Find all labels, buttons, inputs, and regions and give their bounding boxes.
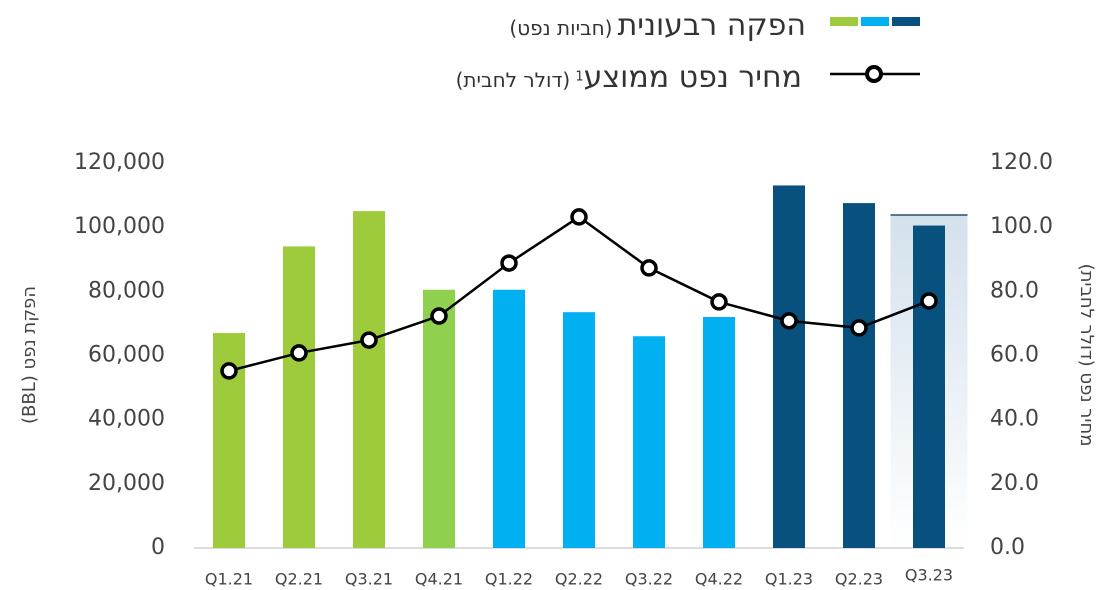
- point: [920, 292, 938, 310]
- legend-unit: (חביות נפט): [509, 16, 613, 40]
- y-tick-label: 120,000: [74, 150, 165, 175]
- x-tick-label: Q4.21: [415, 570, 463, 589]
- y2-tick-label: 100.0: [990, 214, 1053, 239]
- bar: [423, 289, 455, 548]
- legend-note: 1: [575, 69, 584, 85]
- y-axis-label: הפקת נפט (BBL): [19, 286, 40, 424]
- bar: [283, 246, 315, 548]
- y-tick-label: 0: [151, 535, 165, 560]
- x-tick-label: Q3.21: [345, 570, 393, 589]
- y2-tick-label: 0.0: [990, 535, 1025, 560]
- x-tick-label: Q1.22: [485, 570, 533, 589]
- point: [220, 362, 238, 380]
- y2-axis-label: מחיר נפט (דולר לחבית): [1076, 264, 1097, 447]
- x-tick-label: Q3.23: [905, 566, 953, 585]
- legend-swatch: [830, 17, 920, 26]
- point: [500, 254, 518, 272]
- point: [570, 208, 588, 226]
- legend-label: הפקה רבעונית: [617, 8, 806, 43]
- point: [780, 312, 798, 330]
- x-tick-label: Q2.23: [835, 570, 883, 589]
- bar: [633, 336, 665, 548]
- y-tick-label: 20,000: [88, 471, 165, 496]
- y-tick-label: 100,000: [74, 214, 165, 239]
- y2-tick-label: 60.0: [990, 343, 1039, 368]
- y2-tick-label: 20.0: [990, 471, 1039, 496]
- point: [360, 331, 378, 349]
- point: [710, 293, 728, 311]
- point: [430, 307, 448, 325]
- bar: [563, 312, 595, 548]
- x-tick-label: Q2.22: [555, 570, 603, 589]
- legend-unit: (דולר לחבית): [455, 68, 571, 92]
- x-tick-label: Q1.23: [765, 570, 813, 589]
- legend-marker: [865, 65, 883, 83]
- x-tick-label: Q1.21: [205, 570, 253, 589]
- y-tick-label: 80,000: [88, 278, 165, 303]
- y-tick-label: 40,000: [88, 407, 165, 432]
- y2-tick-label: 80.0: [990, 278, 1039, 303]
- bar: [913, 225, 945, 548]
- bar: [843, 203, 875, 548]
- bar: [703, 317, 735, 548]
- x-tick-label: Q4.22: [695, 570, 743, 589]
- y-tick-label: 60,000: [88, 343, 165, 368]
- y2-tick-label: 120.0: [990, 150, 1053, 175]
- bar: [773, 185, 805, 549]
- legend-bar: הפקה רבעונית (חביות נפט): [509, 8, 806, 43]
- legend-label: מחיר נפט ממוצע: [583, 60, 802, 95]
- legend-line: מחיר נפט ממוצע1 (דולר לחבית): [456, 60, 802, 95]
- x-tick-label: Q2.21: [275, 570, 323, 589]
- point: [290, 344, 308, 362]
- y2-tick-label: 40.0: [990, 407, 1039, 432]
- x-tick-label: Q3.22: [625, 570, 673, 589]
- bar: [493, 289, 525, 548]
- bar: [353, 211, 385, 548]
- point: [640, 259, 658, 277]
- point: [850, 319, 868, 337]
